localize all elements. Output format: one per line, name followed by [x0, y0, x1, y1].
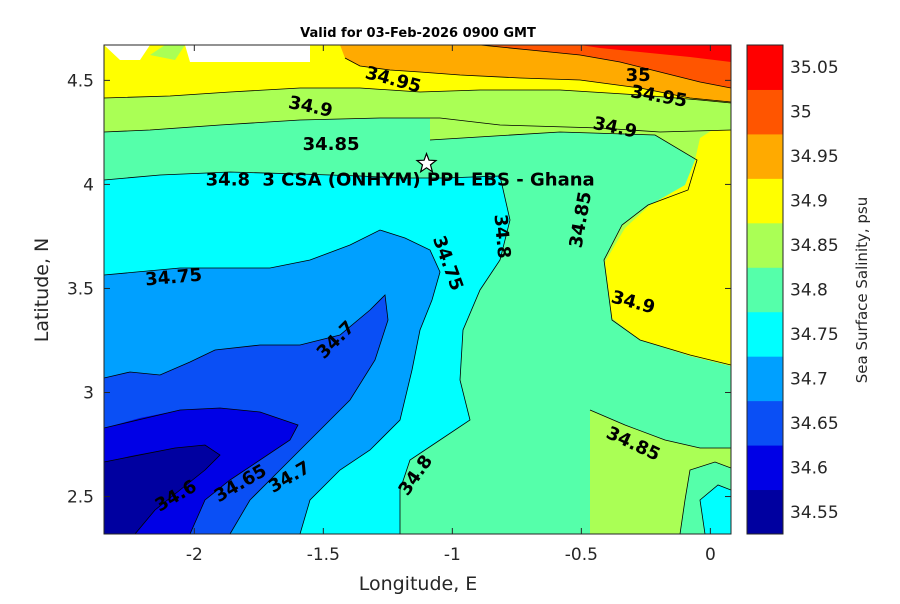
station-marker: 3 CSA (ONHYM) PPL EBS - Ghana [262, 151, 595, 191]
contour-line [344, 57, 731, 103]
contour-band-34-9-east [605, 118, 731, 366]
x-tick-label: -1.5 [307, 545, 340, 565]
colorbar: 34.55 34.6 34.65 34.7 34.75 34.8 34.85 34.9 34.9… [746, 44, 839, 535]
colorbar-tick-label: 34.75 [790, 325, 839, 345]
colorbar-swatch [747, 489, 783, 535]
contour-label: 34.8 [489, 213, 514, 259]
contour-line [479, 45, 731, 89]
colorbar-swatch [747, 311, 783, 357]
y-axis-ticks: 2.5 3 3.5 4 4.5 [67, 71, 731, 508]
colorbar-tick-label: 34.8 [790, 281, 828, 301]
contour-label: 34.85 [303, 134, 360, 155]
no-data-area [104, 45, 150, 60]
contour-line [104, 229, 441, 534]
contour-label: 35 [626, 65, 651, 86]
contour-line [399, 175, 511, 534]
x-axis-label: Longitude, E [359, 573, 478, 595]
contour-line [679, 461, 731, 534]
contour-line [699, 484, 731, 534]
x-tick-label: 0 [705, 545, 716, 565]
colorbar-swatch [747, 178, 783, 224]
contour-line [104, 294, 389, 534]
colorbar-swatch [747, 89, 783, 135]
contour-lines [104, 45, 731, 534]
contour-line [104, 444, 221, 534]
chart-title: Valid for 03-Feb-2026 0900 GMT [300, 26, 536, 41]
colorbar-swatch [747, 400, 783, 446]
colorbar-tick-label: 34.85 [790, 236, 839, 256]
contour-band-34-55 [104, 445, 220, 534]
colorbar-tick-label: 34.6 [790, 458, 828, 478]
colorbar-tick-label: 34.65 [790, 414, 839, 434]
no-data-area [185, 45, 310, 62]
contour-line [589, 409, 731, 449]
contour-line [104, 171, 501, 181]
x-axis-ticks: -2 -1.5 -1 -0.5 0 [186, 45, 716, 565]
station-label: 3 CSA (ONHYM) PPL EBS - Ghana [262, 170, 594, 191]
contour-band-35-north [480, 45, 731, 88]
x-tick-label: -0.5 [565, 545, 598, 565]
y-tick-label: 3 [83, 384, 94, 404]
y-tick-label: 3.5 [67, 279, 94, 299]
colorbar-label: Sea Surface Salinity, psu [853, 197, 871, 383]
plot-frame [103, 44, 732, 535]
colorbar-tick-label: 35 [790, 103, 812, 123]
colorbar-frame [746, 44, 784, 535]
contour-line [104, 87, 731, 104]
colorbar-tick-label: 34.7 [790, 369, 828, 389]
colorbar-tick-label: 34.95 [790, 147, 839, 167]
y-tick-label: 4.5 [67, 71, 94, 91]
colorbar-tick-label: 34.9 [790, 192, 828, 212]
colorbar-tick-label: 35.05 [790, 58, 839, 78]
contour-line [104, 407, 299, 534]
contour-band-34-75-southeast [700, 485, 731, 534]
star-icon [415, 151, 438, 174]
contour-line [429, 131, 731, 366]
colorbar-swatch [747, 45, 783, 90]
colorbar-swatch [747, 222, 783, 268]
colorbar-swatch [747, 445, 783, 491]
contour-band-34-85-northwest [150, 45, 185, 60]
contour-line [104, 117, 731, 133]
x-tick-label: -1 [444, 545, 461, 565]
y-tick-label: 4 [83, 175, 94, 195]
contour-label: 34.8 [206, 169, 250, 190]
contour-band-35-05-north [580, 45, 731, 62]
colorbar-swatch [747, 356, 783, 402]
y-tick-label: 2.5 [67, 488, 94, 508]
colorbar-tick-label: 34.55 [790, 503, 839, 523]
colorbar-swatch [747, 267, 783, 313]
contour-plot-area [104, 45, 731, 534]
x-tick-label: -2 [186, 545, 203, 565]
contour-label: 34.75 [144, 265, 203, 291]
colorbar-swatch [747, 133, 783, 179]
y-axis-label: Latitude, N [31, 238, 53, 343]
